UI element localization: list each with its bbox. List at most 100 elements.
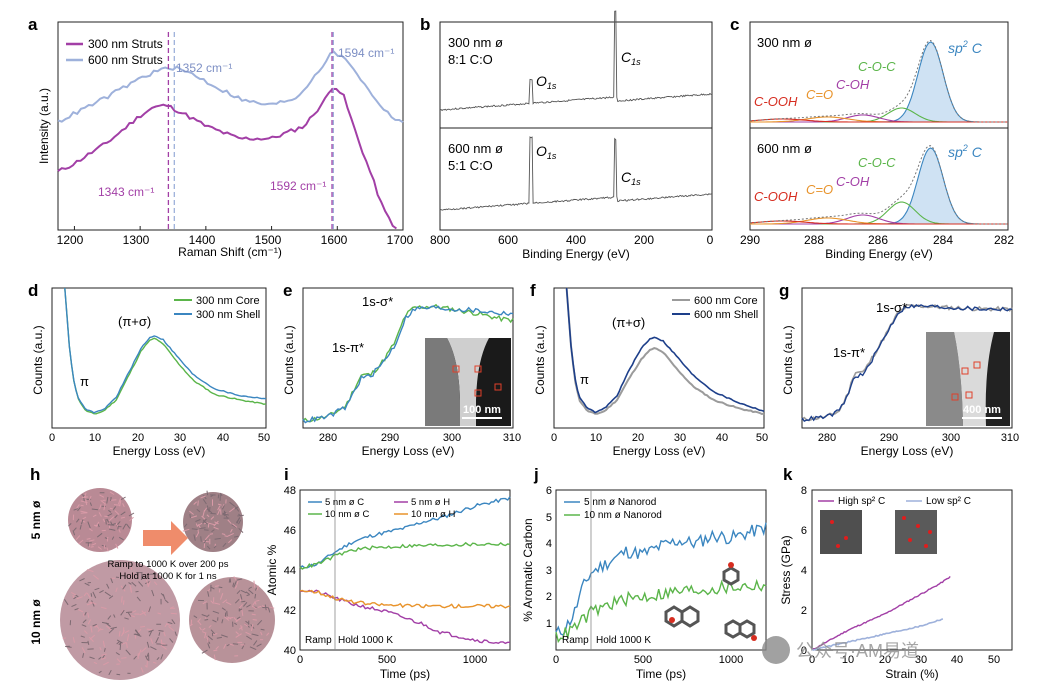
bond (215, 646, 219, 650)
ytick: 4 (546, 538, 552, 550)
bond (121, 641, 127, 645)
bond (82, 516, 87, 520)
xtick: 200 (634, 233, 654, 247)
component-peak (749, 118, 1008, 123)
survey-spectrum (439, 10, 713, 112)
bond (82, 619, 87, 624)
bond (77, 506, 81, 512)
panel-letter-b: b (420, 15, 430, 34)
bond (189, 510, 194, 515)
bond (183, 523, 188, 528)
bond (199, 527, 206, 529)
b-top-c1s: C1s (621, 49, 641, 67)
bond (102, 518, 106, 523)
bond (206, 490, 209, 496)
bond (135, 629, 140, 635)
c-bottom-cooh: C-OOH (754, 189, 798, 204)
bond (99, 504, 102, 510)
xtick: 20 (132, 432, 144, 444)
xtick: 1000 (463, 654, 487, 666)
bond (217, 494, 220, 499)
bond (174, 631, 177, 636)
bond (203, 540, 207, 544)
bond (98, 656, 102, 660)
eels-core-loss-300 (302, 303, 514, 424)
xlabel-d: Energy Loss (eV) (113, 444, 206, 458)
bond (124, 630, 130, 634)
bond (84, 630, 88, 635)
bond (213, 654, 216, 661)
legend-label: 5 nm ø Nanorod (584, 497, 656, 508)
bond (222, 512, 229, 516)
bond (147, 580, 151, 588)
bond (71, 603, 77, 608)
bond (144, 655, 149, 661)
bond (116, 658, 121, 663)
bond (118, 536, 124, 541)
bond (206, 514, 210, 518)
bond (71, 591, 77, 596)
bond (80, 512, 88, 514)
bond (211, 529, 215, 533)
bond (255, 599, 260, 602)
tem-inset-e: 100 nm (425, 338, 511, 426)
bond (249, 646, 257, 651)
panel-d: d 300 nm Core 300 nm Shell π (π+σ) Count… (28, 281, 270, 458)
ytick: 2 (801, 605, 807, 617)
bond (108, 628, 115, 634)
atomic-percent-plot (299, 490, 511, 650)
legend-label: 10 nm ø Nanorod (584, 510, 662, 521)
stress-strain-plot (811, 575, 951, 651)
bond (158, 630, 164, 632)
bond (201, 614, 208, 617)
tem-background (425, 338, 460, 426)
bond (104, 515, 108, 518)
bond (121, 630, 125, 637)
xtick: 30 (174, 432, 186, 444)
panel-letter-k: k (783, 465, 793, 484)
b-bottom-c1s: C1s (621, 169, 641, 187)
bond (209, 533, 214, 535)
xtick: 0 (297, 654, 303, 666)
bond (218, 586, 223, 589)
scale-bar (962, 417, 1002, 419)
c-bottom-sp2: sp2 C (948, 143, 983, 160)
bond (156, 657, 160, 661)
yticks-j: 1 2 3 4 5 6 (546, 485, 552, 630)
bond (221, 634, 228, 638)
bond (126, 634, 130, 642)
bond (195, 532, 200, 538)
bond (138, 649, 142, 656)
bond (97, 628, 102, 632)
xps-survey-plot (439, 10, 713, 211)
panel-j: j 5 nm ø Nanorod 10 nm ø Nanorod Ramp Ho… (521, 465, 767, 681)
bond (89, 634, 96, 640)
bond (93, 661, 98, 665)
ytick: 2 (546, 591, 552, 603)
ytick: 6 (801, 525, 807, 537)
bond (229, 507, 236, 513)
bond (202, 601, 207, 605)
bond (236, 616, 241, 620)
ytick: 48 (284, 485, 296, 497)
bond (213, 545, 217, 549)
bond (216, 636, 222, 639)
raman-plot (57, 32, 404, 230)
bond (221, 505, 225, 510)
bond (227, 616, 232, 620)
bond (146, 628, 153, 631)
plot-frame-j (555, 489, 767, 651)
tem-background (926, 332, 963, 426)
bond (87, 612, 90, 618)
bond (79, 524, 82, 530)
bond (221, 607, 226, 611)
bond (160, 642, 166, 645)
h-caption-1: Ramp to 1000 K over 200 ps (108, 559, 229, 570)
c-top-co: C=O (806, 87, 833, 102)
bond (222, 511, 227, 516)
xticks-d: 0 10 20 30 40 50 (49, 432, 270, 444)
nanorod-10nm-initial (60, 560, 180, 680)
xtick: 40 (951, 654, 963, 666)
series-line (57, 50, 404, 124)
panel-g: g 400 nm 1s-π* 1s-σ* Counts (a.u.) 280 2… (779, 281, 1019, 458)
